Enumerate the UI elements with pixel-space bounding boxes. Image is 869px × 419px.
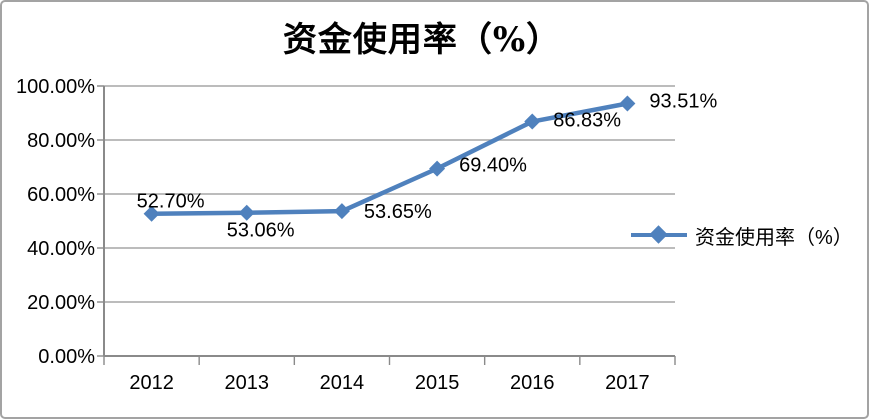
y-tick-label: 20.00% [27, 292, 95, 314]
chart-title: 资金使用率（%） [282, 20, 562, 60]
data-label: 52.70% [137, 191, 205, 213]
legend-series-label: 资金使用率（%） [695, 226, 853, 249]
x-tick-label: 2014 [320, 372, 365, 394]
x-tick-label: 2013 [225, 372, 270, 394]
y-tick-label: 80.00% [27, 130, 95, 152]
y-tick-label: 40.00% [27, 238, 95, 260]
series-line [149, 101, 630, 216]
y-tick-label: 60.00% [27, 184, 95, 206]
data-label: 69.40% [459, 155, 527, 177]
data-point-marker [429, 160, 446, 177]
data-label: 53.06% [227, 220, 295, 242]
legend-series-marker [631, 221, 687, 249]
data-label: 93.51% [649, 91, 717, 113]
y-tick-label: 100.00% [16, 76, 95, 98]
data-point-marker [143, 205, 160, 222]
data-label: 53.65% [364, 201, 432, 223]
x-tick-label: 2012 [129, 372, 174, 394]
chart-legend: 资金使用率（%） [631, 221, 853, 249]
data-point-marker [524, 113, 541, 130]
x-tick-label: 2017 [605, 372, 650, 394]
x-tick-label: 2016 [510, 372, 555, 394]
data-point-marker [333, 203, 350, 220]
legend-diamond-icon [649, 225, 668, 244]
data-label: 86.83% [553, 110, 621, 132]
x-tick-label: 2015 [415, 372, 460, 394]
data-point-marker [619, 95, 636, 112]
y-tick-label: 0.00% [38, 346, 95, 368]
data-point-marker [238, 204, 255, 221]
